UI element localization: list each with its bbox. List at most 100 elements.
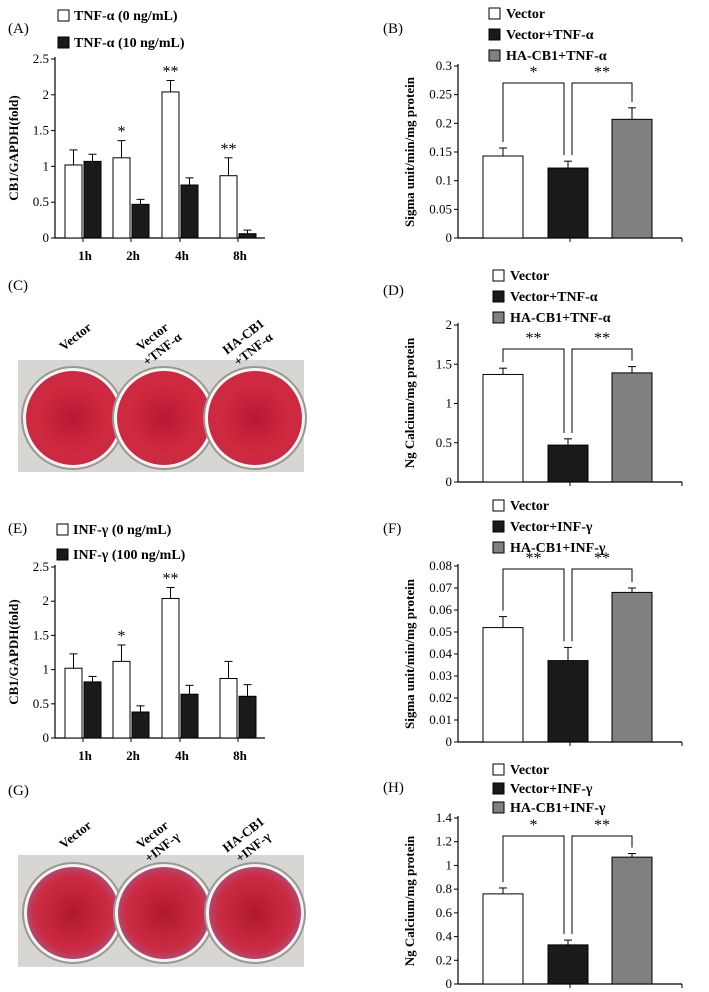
legend-swatch xyxy=(57,9,70,22)
bar xyxy=(611,856,653,985)
y-tick-label: 0.2 xyxy=(436,115,452,130)
bar xyxy=(112,660,131,739)
chart-panel-D: 0 0.5 1 1.5 2 Ng Calcium/mg protein (D) ** ** Vec… xyxy=(383,269,683,489)
legend-entry: HA-CB1+INF-γ xyxy=(510,801,606,816)
y-tick-label: 0 xyxy=(43,730,50,745)
well-label-line: Vector xyxy=(56,817,94,851)
bar xyxy=(238,233,257,239)
bar xyxy=(219,677,238,739)
legend-entry: Vector xyxy=(510,269,549,284)
bar xyxy=(482,155,524,239)
y-tick-label: 0 xyxy=(446,230,453,245)
bar xyxy=(482,373,524,483)
bar xyxy=(482,627,524,743)
y-tick-label: 0 xyxy=(446,474,453,489)
y-tick-label: 1.2 xyxy=(436,834,452,849)
y-tick-label: 0.02 xyxy=(429,690,452,705)
comparison-bracket xyxy=(502,82,565,156)
legend-swatch xyxy=(492,801,505,814)
x-tick-label: 4h xyxy=(175,748,190,763)
bar xyxy=(83,160,102,239)
chart-panel-B: 0 0.05 0.1 0.15 0.2 0.25 0.3 Sigma unit/min/mg … xyxy=(383,7,683,245)
stained-well xyxy=(208,371,302,465)
stained-well xyxy=(27,867,119,959)
legend-entry: HA-CB1+INF-γ xyxy=(510,541,606,556)
y-tick-label: 1.4 xyxy=(436,810,453,825)
significance-stars: ** xyxy=(163,63,179,80)
panel-label: (A) xyxy=(8,21,29,37)
y-tick-label: 1.5 xyxy=(436,356,452,371)
bar xyxy=(161,91,180,239)
x-tick-label: 1h xyxy=(78,248,93,263)
bar xyxy=(611,372,653,483)
bar xyxy=(180,693,199,739)
y-tick-label: 2 xyxy=(43,593,50,608)
y-tick-label: 0.8 xyxy=(436,881,452,896)
bar xyxy=(547,944,589,985)
comparison-bracket xyxy=(502,568,565,642)
panel-label: (D) xyxy=(383,283,404,299)
chart-panel-F: 0 0.01 0.02 0.03 0.04 0.05 0.06 0.07 0.08 Sigma u… xyxy=(383,499,683,749)
legend-swatch xyxy=(56,523,69,536)
legend-swatch xyxy=(492,782,505,795)
stained-well xyxy=(26,371,120,465)
x-tick-label: 2h xyxy=(126,748,141,763)
y-tick-label: 1 xyxy=(43,158,50,173)
y-tick-label: 0.05 xyxy=(429,201,452,216)
y-tick-label: 0.1 xyxy=(436,173,452,188)
legend-swatch xyxy=(488,28,501,41)
y-tick-label: 2 xyxy=(446,317,453,332)
bar xyxy=(611,591,653,743)
x-tick-label: 8h xyxy=(233,248,248,263)
y-tick-label: 0.5 xyxy=(33,696,49,711)
y-tick-label: 0.01 xyxy=(429,712,452,727)
legend-swatch xyxy=(492,763,505,776)
significance-stars: ** xyxy=(163,571,179,588)
legend-swatch xyxy=(492,541,505,554)
legend-entry: INF-γ (100 ng/mL) xyxy=(73,548,186,563)
significance-stars: * xyxy=(530,817,538,834)
y-tick-label: 0 xyxy=(446,734,453,749)
y-tick-label: 0.5 xyxy=(436,435,452,450)
y-tick-label: 0.04 xyxy=(429,646,452,661)
y-tick-label: 0.5 xyxy=(33,194,49,209)
legend-swatch xyxy=(492,269,505,282)
y-axis-label: Ng Calcium/mg protein xyxy=(402,835,417,966)
panel-label: (G) xyxy=(8,783,29,799)
chart-panel-A: 0 0.5 1 1.5 2 2.5 CB1/GAPDH(fold) (A) 1h 2h * 4h ** 8… xyxy=(6,9,265,263)
bar xyxy=(83,681,102,739)
well-label: Vector xyxy=(56,319,94,353)
legend-swatch xyxy=(56,548,69,561)
bar xyxy=(611,118,653,239)
bar xyxy=(161,597,180,739)
bar xyxy=(64,164,83,239)
y-tick-label: 1.5 xyxy=(33,123,49,138)
y-tick-label: 1.5 xyxy=(33,627,49,642)
comparison-bracket xyxy=(502,835,565,935)
bar xyxy=(131,203,150,239)
chart-panel-H: 0 0.2 0.4 0.6 0.8 1 1.2 1.4 Ng Calcium/mg protei… xyxy=(383,763,683,991)
y-axis-label: Ng Calcium/mg protein xyxy=(402,337,417,468)
y-tick-label: 0.15 xyxy=(429,144,452,159)
comparison-bracket xyxy=(571,568,633,642)
legend-swatch xyxy=(492,290,505,303)
bar xyxy=(219,175,238,239)
y-tick-label: 0.07 xyxy=(429,580,452,595)
bar xyxy=(112,157,131,239)
legend-entry: TNF-α (10 ng/mL) xyxy=(74,36,185,51)
legend-entry: HA-CB1+TNF-α xyxy=(510,311,611,326)
comparison-bracket xyxy=(571,835,633,935)
bar xyxy=(131,711,150,739)
y-tick-label: 0.05 xyxy=(429,624,452,639)
y-tick-label: 1 xyxy=(43,662,50,677)
legend-entry: HA-CB1+TNF-α xyxy=(506,49,607,64)
y-tick-label: 0.2 xyxy=(436,952,452,967)
legend-entry: Vector xyxy=(510,499,549,514)
legend-swatch xyxy=(492,311,505,324)
legend-entry: Vector+INF-γ xyxy=(510,782,593,797)
y-tick-label: 2.5 xyxy=(33,559,49,574)
y-tick-label: 0 xyxy=(446,976,453,991)
significance-stars: ** xyxy=(526,330,542,347)
bar xyxy=(64,667,83,739)
